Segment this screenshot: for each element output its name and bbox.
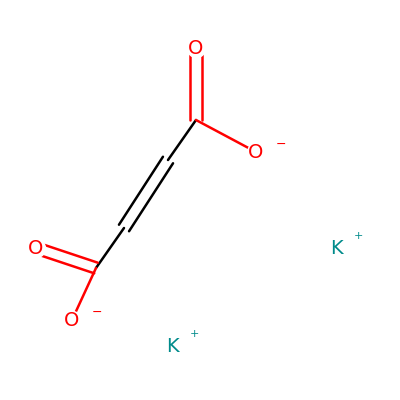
Text: O: O xyxy=(64,310,80,330)
Text: +: + xyxy=(189,329,199,339)
Text: O: O xyxy=(28,238,44,258)
Text: O: O xyxy=(188,38,204,58)
Text: O: O xyxy=(248,142,264,162)
Text: K: K xyxy=(330,238,342,258)
Text: +: + xyxy=(353,231,363,241)
Text: −: − xyxy=(276,138,286,150)
Text: −: − xyxy=(92,306,102,319)
Text: K: K xyxy=(166,336,178,356)
